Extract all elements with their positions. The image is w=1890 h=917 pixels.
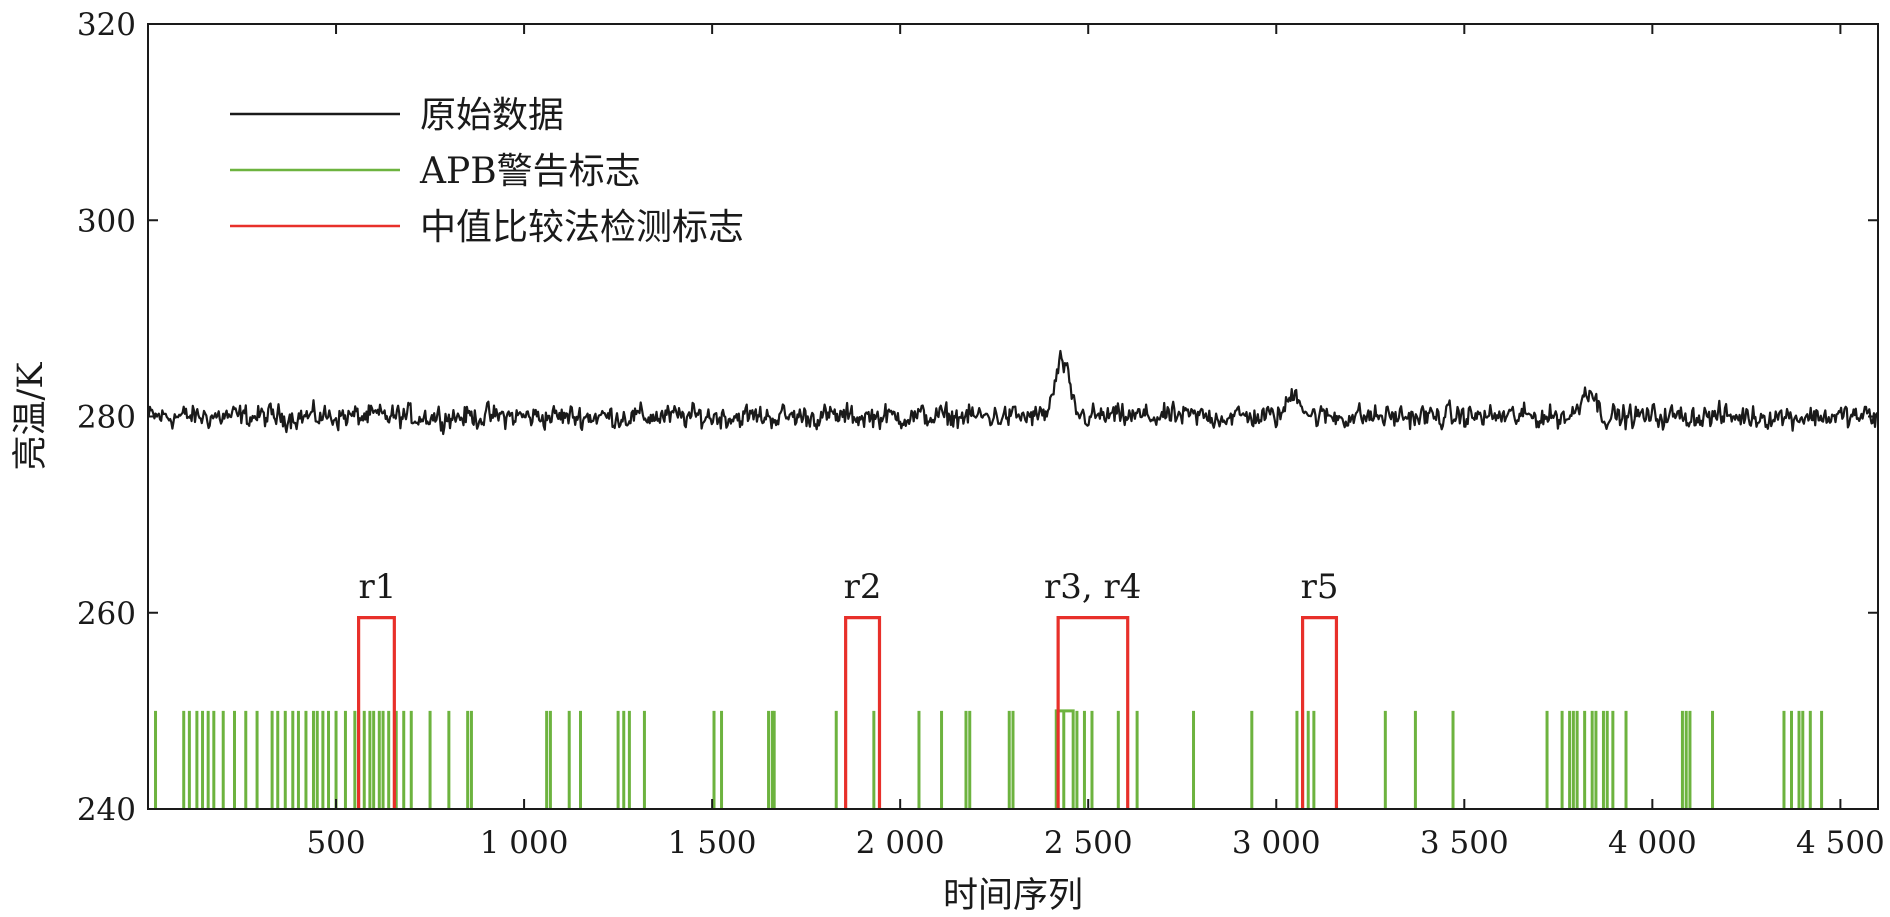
apb-flag-block <box>1054 709 1075 809</box>
legend-label: 中值比较法检测标志 <box>420 207 744 248</box>
y-tick-label: 260 <box>77 596 136 632</box>
series-layer <box>148 349 1878 809</box>
y-tick-label: 240 <box>77 792 136 828</box>
median-flag-interval <box>357 616 396 809</box>
annotation-layer: r1 r2 r3, r4 r5 <box>358 567 1338 607</box>
median-flag-interval <box>1056 616 1130 809</box>
x-tick-label: 1 000 <box>480 825 569 861</box>
series-raw-data-line <box>148 349 1878 436</box>
annotation-label: r3, r4 <box>1044 567 1141 607</box>
x-tick-label: 500 <box>306 825 365 861</box>
annotation-label: r5 <box>1301 567 1339 607</box>
median-flag-interval <box>844 616 882 809</box>
legend-label: 原始数据 <box>420 95 564 136</box>
annotation-label: r2 <box>844 567 882 607</box>
x-tick-label: 3 000 <box>1232 825 1321 861</box>
x-tick-label: 3 500 <box>1420 825 1509 861</box>
x-tick-label: 4 000 <box>1608 825 1697 861</box>
x-tick-label: 4 500 <box>1796 825 1885 861</box>
y-tick-label: 280 <box>77 400 136 436</box>
x-tick-label: 1 500 <box>668 825 757 861</box>
annotation-label: r1 <box>358 567 396 607</box>
x-tick-label: 2 000 <box>856 825 945 861</box>
x-tick-label: 2 500 <box>1044 825 1133 861</box>
axis-layer: 500 1 000 1 500 2 000 2 500 3 000 3 500 4 000 4 … <box>11 7 1885 916</box>
y-tick-label: 320 <box>77 7 136 43</box>
y-axis-label: 亮温/K <box>11 362 51 471</box>
y-tick-label: 300 <box>77 203 136 239</box>
x-axis-label: 时间序列 <box>943 876 1083 916</box>
median-flag-interval <box>1300 616 1339 809</box>
legend-label: APB警告标志 <box>419 151 641 192</box>
